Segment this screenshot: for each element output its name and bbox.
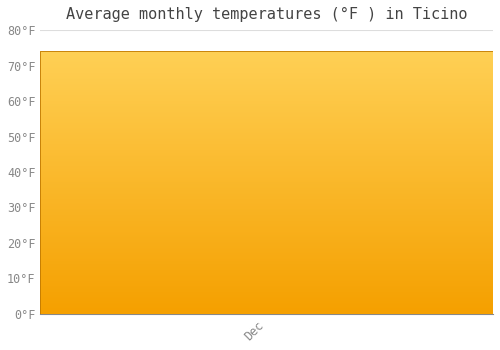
Title: Average monthly temperatures (°F ) in Ticino: Average monthly temperatures (°F ) in Ti… (66, 7, 468, 22)
